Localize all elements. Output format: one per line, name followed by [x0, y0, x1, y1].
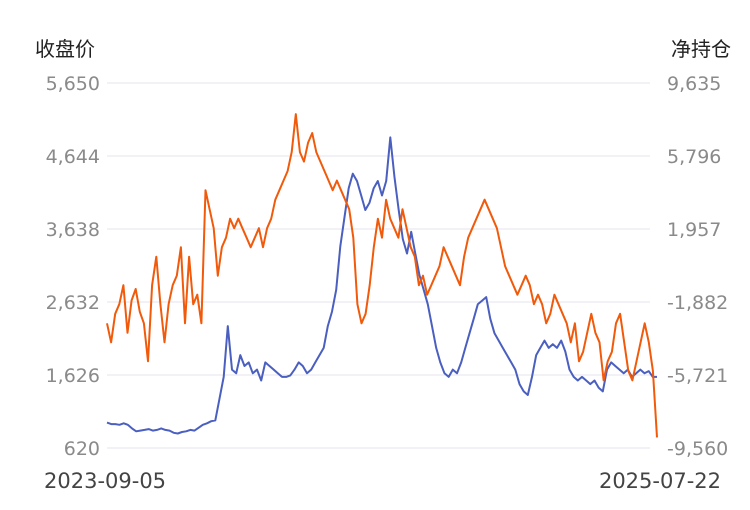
left-tick-label: 5,650 [46, 73, 100, 95]
left-tick-label: 3,638 [46, 219, 100, 241]
left-axis-ticks: 5,650 4,644 3,638 2,632 1,626 620 [46, 73, 100, 460]
left-tick-label: 1,626 [46, 365, 100, 387]
right-tick-label: -9,560 [667, 438, 728, 460]
left-tick-label: 2,632 [46, 292, 100, 314]
x-end-date-label: 2025-07-22 [599, 469, 721, 493]
right-tick-label: -5,721 [667, 365, 728, 387]
right-tick-label: -1,882 [667, 292, 728, 314]
left-tick-label: 4,644 [46, 146, 100, 168]
x-start-date-label: 2023-09-05 [44, 469, 166, 493]
right-axis-ticks: 9,635 5,796 1,957 -1,882 -5,721 -9,560 [667, 73, 728, 460]
left-axis-title: 收盘价 [35, 37, 95, 61]
right-tick-label: 1,957 [667, 219, 721, 241]
close-price-line [106, 136, 657, 435]
net-position-line [106, 113, 658, 438]
right-tick-label: 5,796 [667, 146, 721, 168]
right-axis-title: 净持仓 [671, 37, 731, 61]
series-layer [106, 113, 658, 438]
right-tick-label: 9,635 [667, 73, 721, 95]
left-tick-label: 620 [64, 438, 100, 460]
